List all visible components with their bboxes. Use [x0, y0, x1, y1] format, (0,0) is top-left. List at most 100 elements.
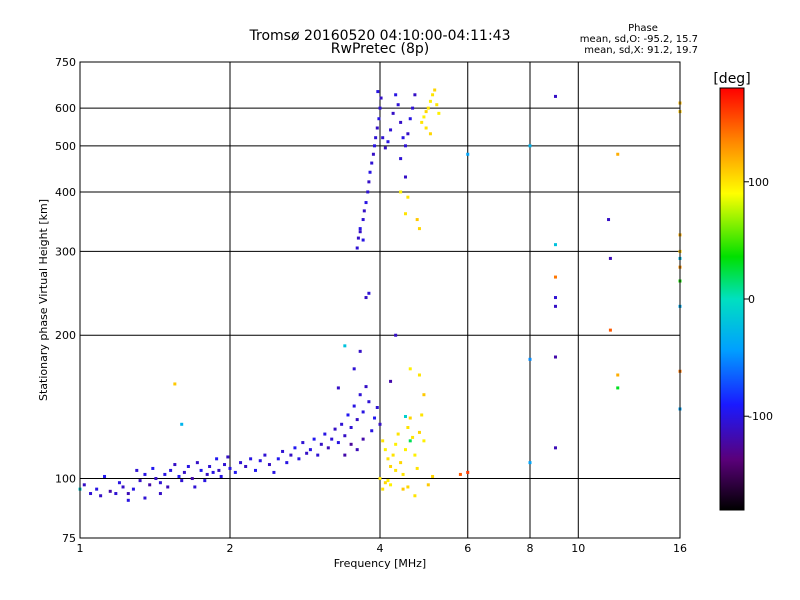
y-tick-label: 200: [55, 329, 76, 342]
data-point: [431, 474, 435, 478]
data-point: [364, 385, 368, 389]
colorbar-ticks: 100 0 -100: [744, 176, 773, 423]
data-point: [219, 474, 223, 478]
data-point: [356, 236, 360, 240]
data-point: [362, 209, 366, 213]
data-point: [249, 457, 253, 461]
data-point: [376, 90, 380, 94]
data-point: [180, 422, 184, 426]
y-tick-label: 75: [62, 532, 76, 545]
data-point: [143, 496, 147, 500]
data-point: [401, 472, 405, 476]
data-point: [415, 218, 419, 222]
data-point: [308, 448, 312, 452]
colorbar: [719, 87, 745, 511]
data-point: [415, 466, 419, 470]
data-point: [466, 470, 470, 474]
data-point: [158, 492, 162, 496]
data-point: [326, 446, 330, 450]
data-point: [239, 461, 243, 465]
data-point: [349, 442, 353, 446]
data-point: [323, 432, 327, 436]
data-point: [399, 157, 403, 161]
x-axis-label: Frequency [MHz]: [334, 557, 426, 570]
data-point: [424, 126, 428, 130]
data-point: [233, 470, 237, 474]
data-point: [272, 470, 276, 474]
data-point: [383, 448, 387, 452]
data-point: [616, 386, 620, 390]
data-point: [408, 117, 412, 121]
data-point: [394, 93, 398, 97]
data-point: [422, 439, 426, 443]
data-point: [373, 144, 377, 148]
data-point: [117, 481, 121, 485]
data-point: [166, 485, 170, 489]
data-point: [381, 136, 385, 140]
data-point: [408, 439, 412, 443]
data-point: [305, 451, 309, 455]
data-point: [126, 498, 130, 502]
y-tick-label: 500: [55, 140, 76, 153]
data-point: [173, 463, 177, 467]
data-point: [375, 406, 379, 410]
plot-frame: [79, 61, 681, 539]
data-point: [426, 106, 430, 110]
data-point: [401, 487, 405, 491]
data-point: [411, 435, 415, 439]
data-point: [226, 455, 230, 459]
data-point: [182, 470, 186, 474]
data-point: [381, 439, 385, 443]
data-point: [386, 457, 390, 461]
data-point: [336, 386, 340, 390]
data-point: [108, 489, 112, 493]
data-point: [121, 485, 125, 489]
data-point: [319, 442, 323, 446]
data-point: [420, 413, 424, 417]
data-point: [358, 349, 362, 353]
data-point: [391, 453, 395, 457]
data-point: [370, 429, 374, 433]
data-point: [424, 110, 428, 114]
data-point: [403, 448, 407, 452]
data-point: [366, 190, 370, 194]
data-point: [330, 437, 334, 441]
data-point: [383, 146, 387, 150]
data-point: [553, 243, 557, 247]
data-point: [361, 410, 365, 414]
data-point: [403, 144, 407, 148]
data-point: [417, 430, 421, 434]
x-tick-label: 4: [377, 542, 384, 555]
data-point: [205, 472, 209, 476]
data-point: [355, 448, 359, 452]
x-tick-label: 1: [77, 542, 84, 555]
data-point: [375, 126, 379, 130]
data-point: [355, 246, 359, 250]
y-tick-label: 750: [55, 56, 76, 69]
data-point: [135, 468, 139, 472]
data-point: [528, 461, 532, 465]
data-point: [399, 190, 403, 194]
data-point: [373, 416, 377, 420]
data-point: [199, 468, 203, 472]
data-point: [403, 414, 407, 418]
data-point: [394, 333, 398, 337]
data-point: [281, 449, 285, 453]
data-point: [89, 492, 93, 496]
data-point: [138, 479, 142, 483]
data-point: [253, 468, 257, 472]
data-point: [148, 483, 152, 487]
data-point: [228, 466, 232, 470]
data-point: [616, 152, 620, 156]
x-tick-label: 8: [527, 542, 534, 555]
data-point: [361, 218, 365, 222]
data-point: [420, 120, 424, 124]
data-point: [333, 427, 337, 431]
stats-heading: Phase: [628, 23, 658, 34]
data-point: [458, 472, 462, 476]
data-point: [186, 464, 190, 468]
data-point: [343, 434, 347, 438]
data-point: [349, 425, 353, 429]
data-point: [367, 180, 371, 184]
data-point: [358, 230, 362, 234]
